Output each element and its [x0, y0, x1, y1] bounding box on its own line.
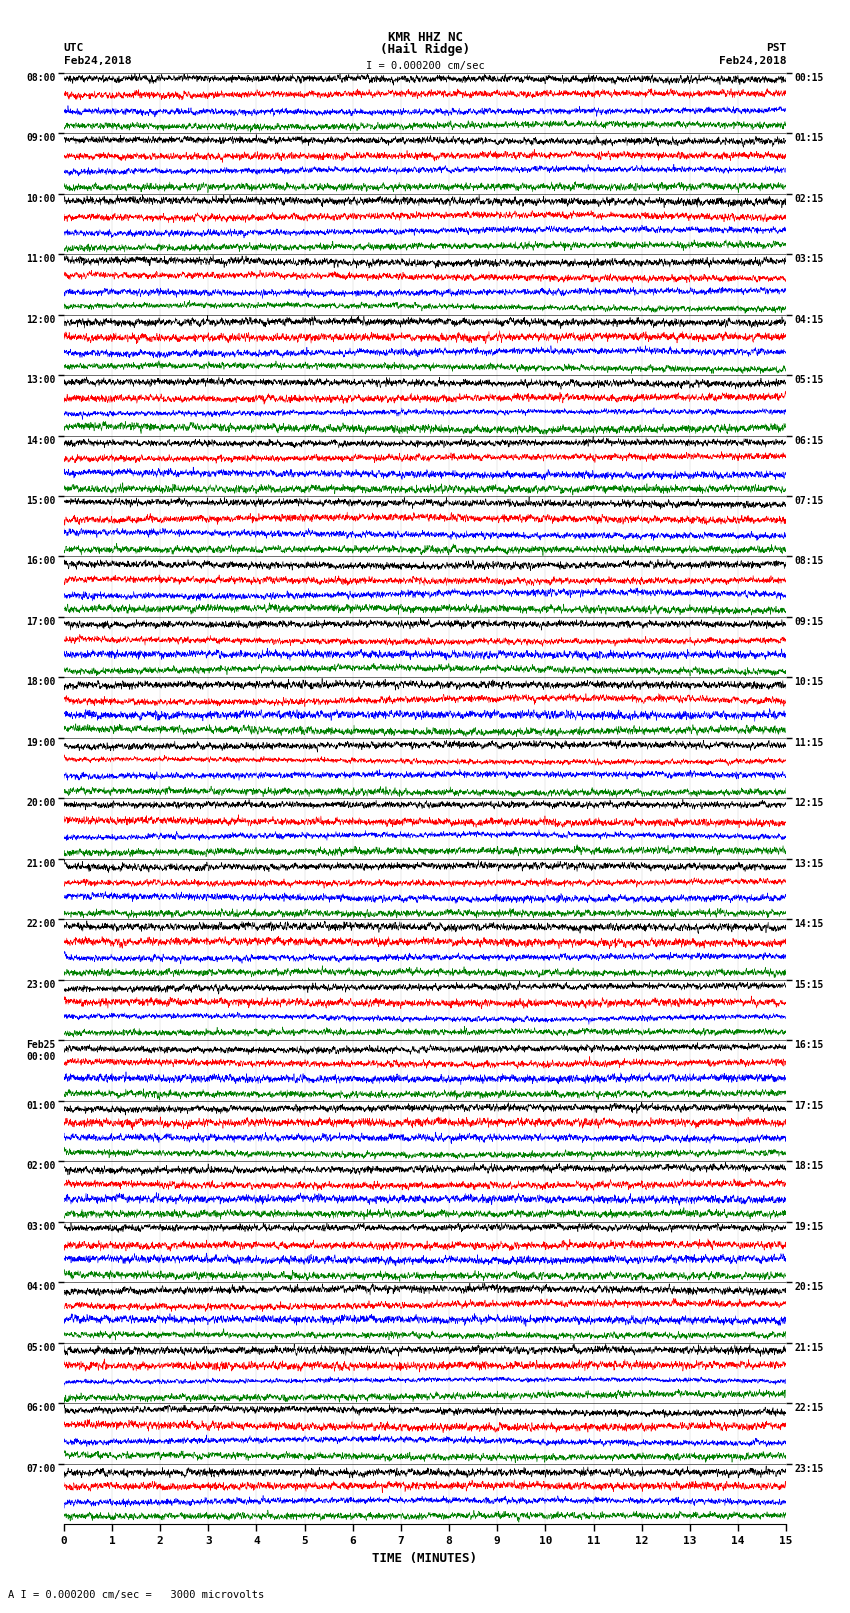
Text: PST: PST [766, 44, 786, 53]
Text: I = 0.000200 cm/sec: I = 0.000200 cm/sec [366, 61, 484, 71]
Text: KMR HHZ NC: KMR HHZ NC [388, 31, 462, 44]
X-axis label: TIME (MINUTES): TIME (MINUTES) [372, 1552, 478, 1565]
Text: (Hail Ridge): (Hail Ridge) [380, 44, 470, 56]
Text: Feb24,2018: Feb24,2018 [719, 56, 786, 66]
Text: UTC: UTC [64, 44, 84, 53]
Text: A I = 0.000200 cm/sec =   3000 microvolts: A I = 0.000200 cm/sec = 3000 microvolts [8, 1590, 264, 1600]
Text: Feb24,2018: Feb24,2018 [64, 56, 131, 66]
